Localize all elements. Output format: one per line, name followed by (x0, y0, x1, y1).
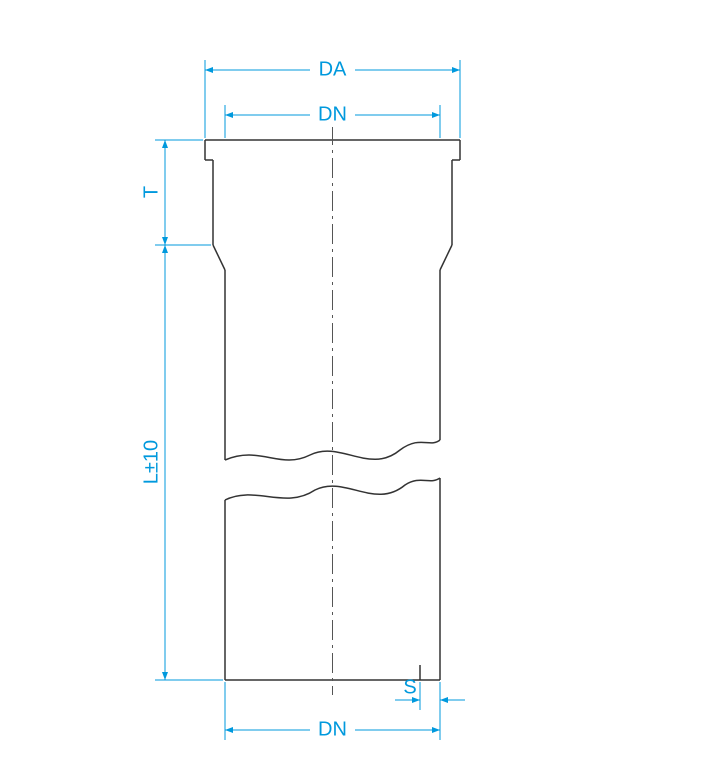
dimensions: DA DN T L±10 S DN (140, 58, 465, 742)
label-t: T (140, 186, 162, 198)
label-dn-top: DN (318, 103, 347, 125)
label-da: DA (319, 58, 347, 80)
pipe-technical-drawing: DA DN T L±10 S DN (0, 0, 720, 780)
label-l: L±10 (140, 440, 162, 484)
label-s: S (403, 676, 416, 698)
label-dn-bottom: DN (318, 718, 347, 740)
